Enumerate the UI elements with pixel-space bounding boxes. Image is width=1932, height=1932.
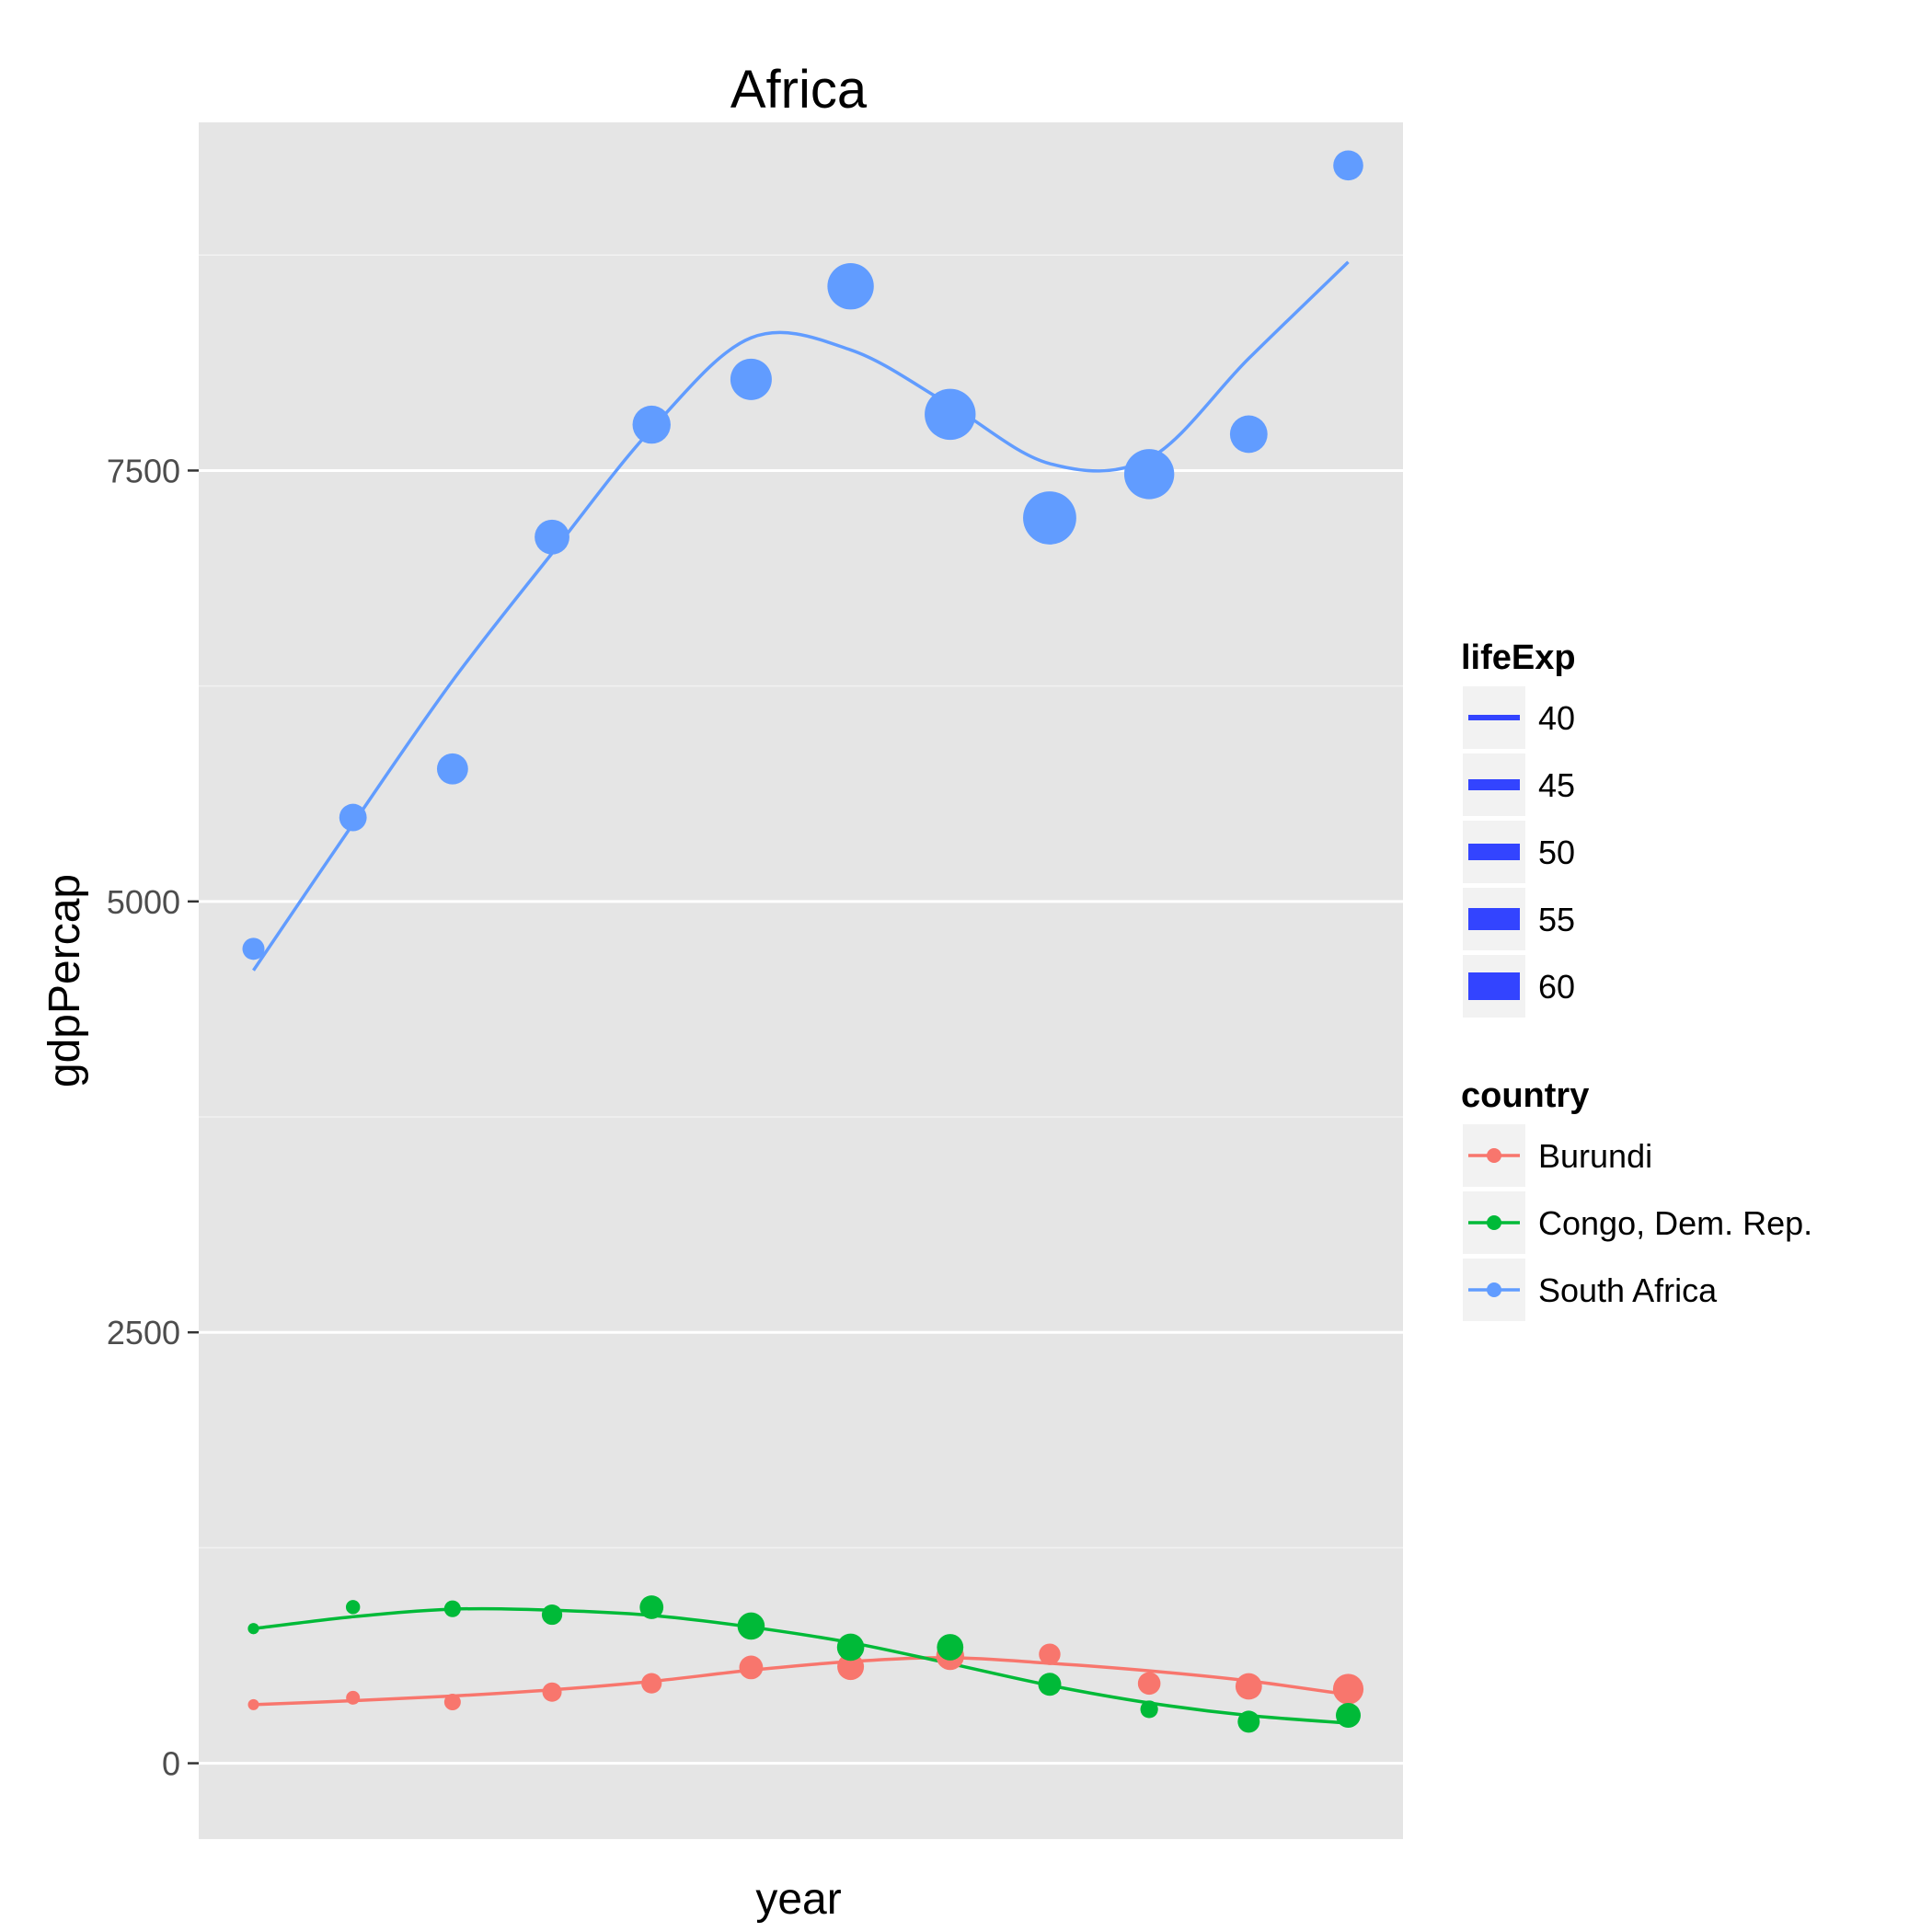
data-point [247, 1623, 259, 1635]
data-point [937, 1634, 964, 1661]
y-tick-label: 2500 [107, 1314, 180, 1351]
legend-lifeexp: lifeExp 40 45 50 55 60 [1461, 638, 1576, 1018]
y-tick-label: 7500 [107, 452, 180, 489]
y-tick-label: 5000 [107, 883, 180, 921]
legend-size-swatch [1468, 844, 1520, 860]
legend-color-label: Congo, Dem. Rep. [1538, 1204, 1812, 1242]
legend-color-label: Burundi [1538, 1137, 1652, 1175]
legend-country-title: country [1461, 1076, 1589, 1115]
data-point [730, 358, 772, 400]
data-point [1137, 1672, 1161, 1696]
legend-size-label: 40 [1538, 699, 1575, 737]
legend-color-dot [1487, 1215, 1501, 1230]
data-point [346, 1690, 361, 1705]
smooth-lines [252, 260, 1350, 1725]
data-point [827, 262, 874, 310]
data-point [1237, 1710, 1260, 1733]
data-point [1039, 1643, 1061, 1665]
y-tick-label: 0 [162, 1745, 180, 1783]
data-point [1333, 150, 1363, 181]
data-point [1140, 1700, 1158, 1719]
data-point [247, 1698, 259, 1710]
data-point [542, 1682, 562, 1702]
plot-panel [199, 122, 1403, 1839]
chart-title: Africa [730, 60, 868, 120]
data-point [837, 1653, 865, 1681]
data-point [242, 937, 265, 960]
legend-size-swatch [1468, 908, 1520, 930]
y-axis-title: gdpPercap [40, 874, 89, 1087]
data-point [1038, 1673, 1062, 1696]
legend-lifeexp-title: lifeExp [1461, 638, 1576, 677]
data-point [1336, 1702, 1361, 1728]
legend-size-swatch [1468, 715, 1520, 720]
data-point [541, 1604, 563, 1626]
x-axis-title: year [755, 1875, 841, 1924]
legend-color-dot [1487, 1282, 1501, 1297]
smooth-line-congo-dem-rep- [253, 1606, 1349, 1725]
legend-size-label: 55 [1538, 901, 1575, 938]
legend-color-dot [1487, 1148, 1501, 1163]
data-point [1229, 415, 1268, 454]
data-point [1332, 1673, 1364, 1705]
data-point [641, 1673, 662, 1694]
grid-minor [199, 254, 1403, 1549]
legend-size-label: 60 [1538, 968, 1575, 1006]
legend-size-swatch [1468, 779, 1520, 790]
data-point [345, 1600, 361, 1615]
data-points [242, 150, 1364, 1733]
data-point [443, 1600, 461, 1617]
smooth-line-south-africa [252, 260, 1350, 972]
data-point [535, 519, 569, 555]
data-point [632, 405, 671, 444]
data-point [925, 388, 976, 441]
data-point [436, 753, 468, 785]
legend-size-swatch [1468, 972, 1520, 1000]
data-point [1123, 449, 1175, 500]
data-point [339, 803, 367, 832]
data-point [1235, 1673, 1262, 1700]
data-point [443, 1694, 461, 1711]
smooth-line-burundi [253, 1656, 1349, 1707]
y-axis: 0 2500 5000 7500 [107, 452, 199, 1783]
legend-color-label: South Africa [1538, 1271, 1718, 1309]
data-point [639, 1595, 664, 1619]
data-point [1023, 491, 1076, 545]
legend-size-label: 50 [1538, 834, 1575, 871]
legend-size-label: 45 [1538, 766, 1575, 804]
data-point [739, 1655, 764, 1680]
data-point [836, 1633, 865, 1662]
data-point [737, 1612, 765, 1640]
legend-country: country Burundi Congo, Dem. Rep. South Afr… [1461, 1076, 1812, 1321]
grid-major [199, 468, 1403, 1765]
